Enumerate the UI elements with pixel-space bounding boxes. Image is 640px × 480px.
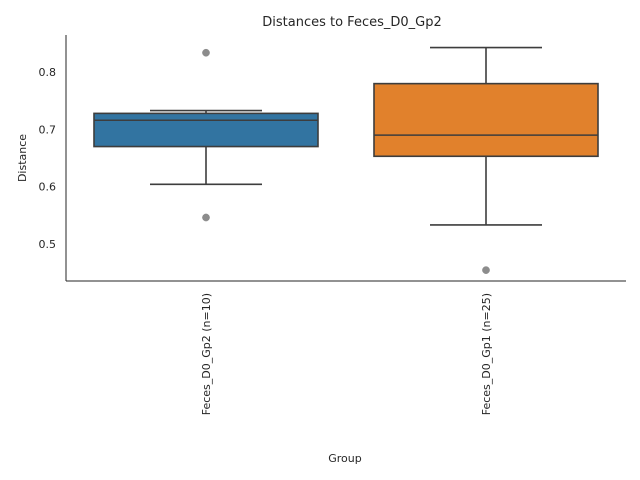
chart-title: Distances to Feces_D0_Gp2 [262, 15, 442, 30]
y-tick-label: 0.5 [39, 238, 57, 251]
y-tick-label: 0.6 [39, 181, 57, 194]
y-tick-label: 0.8 [39, 66, 57, 79]
y-axis: 0.5 0.6 0.7 0.8 [39, 35, 67, 281]
box-group [373, 46, 599, 274]
box-group [93, 48, 319, 222]
outlier-point [202, 213, 210, 222]
outlier-point [202, 48, 210, 57]
x-axis: Feces_D0_Gp2 (n=10) Feces_D0_Gp1 (n=25) [66, 280, 626, 415]
box-iqr [373, 82, 599, 158]
x-tick-label: Feces_D0_Gp1 (n=25) [480, 293, 493, 415]
box-iqr [93, 112, 319, 148]
y-tick-label: 0.7 [39, 123, 57, 136]
x-axis-label: Group [328, 452, 362, 465]
plot-area [93, 46, 599, 274]
outlier-point [482, 266, 490, 274]
y-axis-label: Distance [16, 134, 29, 182]
x-tick-label: Feces_D0_Gp2 (n=10) [200, 293, 213, 415]
